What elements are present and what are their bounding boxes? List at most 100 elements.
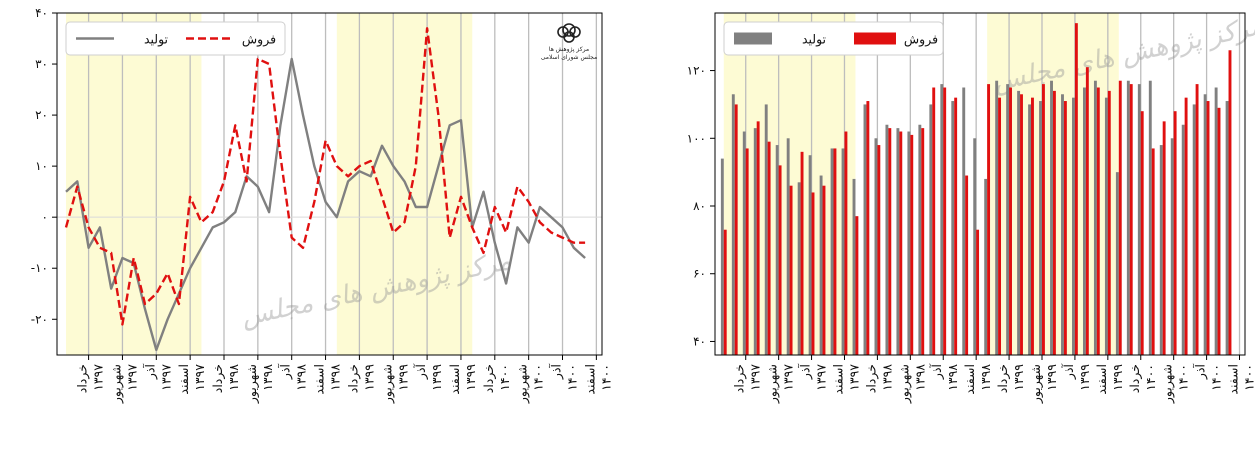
bar-production — [775, 145, 779, 355]
bar-production — [1006, 84, 1010, 356]
x-tick-year: ۱۳۹۷ — [748, 364, 763, 391]
bar-sales — [1217, 107, 1221, 355]
x-tick-month: خرداد — [481, 364, 497, 393]
x-tick-label: اسفند ۱۳۹۷ — [831, 364, 862, 395]
bar-sales — [723, 229, 727, 355]
bar-production — [797, 182, 801, 355]
x-tick-month: آذر — [549, 363, 565, 380]
bar-production — [1028, 104, 1032, 356]
bar-sales — [998, 97, 1002, 356]
x-tick-month: خرداد — [75, 364, 91, 393]
bar-production — [984, 178, 988, 355]
bar-production — [1126, 80, 1130, 355]
x-tick-label: آذر ۱۳۹۹ — [413, 363, 444, 390]
x-tick-year: ۱۳۹۷ — [847, 364, 862, 391]
x-tick-year: ۱۳۹۸ — [226, 364, 241, 391]
x-tick-year: ۱۳۹۸ — [912, 364, 927, 391]
x-tick-label: اسفند ۱۴۰۰ — [1226, 364, 1255, 395]
x-tick-month: اسفند — [1226, 364, 1241, 395]
x-tick-year: ۱۳۹۹ — [1110, 364, 1125, 391]
bar-sales — [1151, 148, 1155, 355]
bar-sales — [1074, 23, 1078, 355]
y-tick-label: -۱۰ — [31, 261, 48, 275]
x-tick-label: خرداد ۱۳۹۸ — [210, 364, 241, 394]
x-tick-month: شهریور — [896, 364, 912, 404]
x-tick-label: شهریور ۱۳۹۸ — [244, 364, 275, 404]
legend-label-production: تولید — [144, 32, 169, 48]
bar-production — [819, 175, 823, 355]
bar-production — [742, 131, 746, 355]
bar-production — [841, 148, 845, 355]
x-tick-month: اسفند — [582, 364, 597, 395]
y-tick-label: ۴۰ — [35, 6, 48, 20]
x-tick-label: آذر ۱۳۹۷ — [798, 363, 829, 390]
x-tick-month: آذر — [142, 363, 158, 380]
x-tick-year: ۱۳۹۸ — [879, 364, 894, 391]
x-tick-month: شهریور — [244, 364, 260, 404]
bar-production — [929, 104, 933, 356]
series-line-sales — [64, 27, 586, 326]
y-tick-label: ۰ — [42, 210, 48, 224]
x-tick-label: خرداد ۱۴۰۰ — [481, 364, 512, 393]
x-tick-year: ۱۳۹۸ — [945, 364, 960, 391]
bar-production — [1214, 87, 1218, 355]
x-tick-label: خرداد ۱۳۹۹ — [995, 364, 1026, 394]
legend-box — [723, 21, 944, 56]
x-tick-label: آذر ۱۳۹۸ — [278, 363, 309, 390]
bar-production — [874, 138, 878, 355]
bar-production — [808, 155, 812, 355]
x-tick-label: اسفند ۱۳۹۹ — [1094, 364, 1125, 395]
bar-sales — [1009, 87, 1012, 355]
x-tick-month: اسفند — [831, 364, 846, 395]
bar-sales — [976, 229, 980, 355]
y-tick-label: ۶۰ — [693, 267, 706, 281]
plot-frame — [714, 12, 1246, 356]
x-tick-month: اسفند — [1094, 364, 1109, 395]
legend-label-sales: فروش — [904, 32, 938, 48]
bar-production — [1159, 145, 1163, 355]
bar-sales — [932, 87, 936, 355]
bar-production — [973, 138, 977, 355]
bar-sales — [866, 101, 870, 355]
bar-sales — [1052, 90, 1056, 355]
bar-production — [720, 158, 724, 355]
y-tick-label: ۲۰ — [35, 108, 48, 122]
x-tick-year: ۱۳۹۹ — [1011, 364, 1026, 391]
bar-production — [731, 94, 735, 356]
bar-production — [830, 148, 834, 355]
series-line-production — [65, 57, 586, 352]
bar-production — [1203, 94, 1207, 356]
bar-sales — [1063, 101, 1067, 355]
bar-sales — [1020, 94, 1023, 356]
x-tick-year: ۱۴۰۰ — [497, 364, 512, 391]
plot-frame — [56, 12, 603, 356]
x-tick-year: ۱۳۹۷ — [124, 364, 139, 391]
bar-sales — [756, 121, 760, 355]
x-tick-label: شهریور ۱۳۹۹ — [1028, 364, 1059, 404]
y-tick-label: ۸۰ — [693, 199, 706, 213]
bar-production — [1072, 97, 1075, 356]
x-tick-month: خرداد — [995, 364, 1011, 393]
x-tick-label: اسفند ۱۳۹۷ — [176, 364, 207, 395]
bar-production — [1181, 124, 1185, 356]
logo-caption: مجلس شورای اسلامی — [541, 54, 597, 61]
bar-production — [764, 104, 768, 356]
x-tick-month: خرداد — [732, 364, 748, 393]
bar-production — [1017, 90, 1021, 355]
bar-sales — [943, 87, 947, 355]
bar-sales — [1162, 121, 1166, 355]
bar-sales — [1195, 84, 1199, 356]
bar-production — [1225, 101, 1229, 355]
bar-production — [1082, 87, 1086, 355]
bar-sales — [1096, 87, 1100, 355]
bar-sales — [734, 104, 738, 356]
x-tick-month: شهریور — [1160, 364, 1176, 404]
x-tick-label: شهریور ۱۳۹۷ — [108, 364, 139, 404]
x-tick-year: ۱۳۹۷ — [158, 364, 173, 391]
x-tick-year: ۱۳۹۹ — [361, 364, 376, 391]
bar-sales — [844, 131, 848, 355]
legend-swatch-production — [734, 32, 772, 45]
x-tick-label: اسفند ۱۳۹۸ — [312, 364, 343, 395]
bar-production — [1192, 104, 1196, 356]
